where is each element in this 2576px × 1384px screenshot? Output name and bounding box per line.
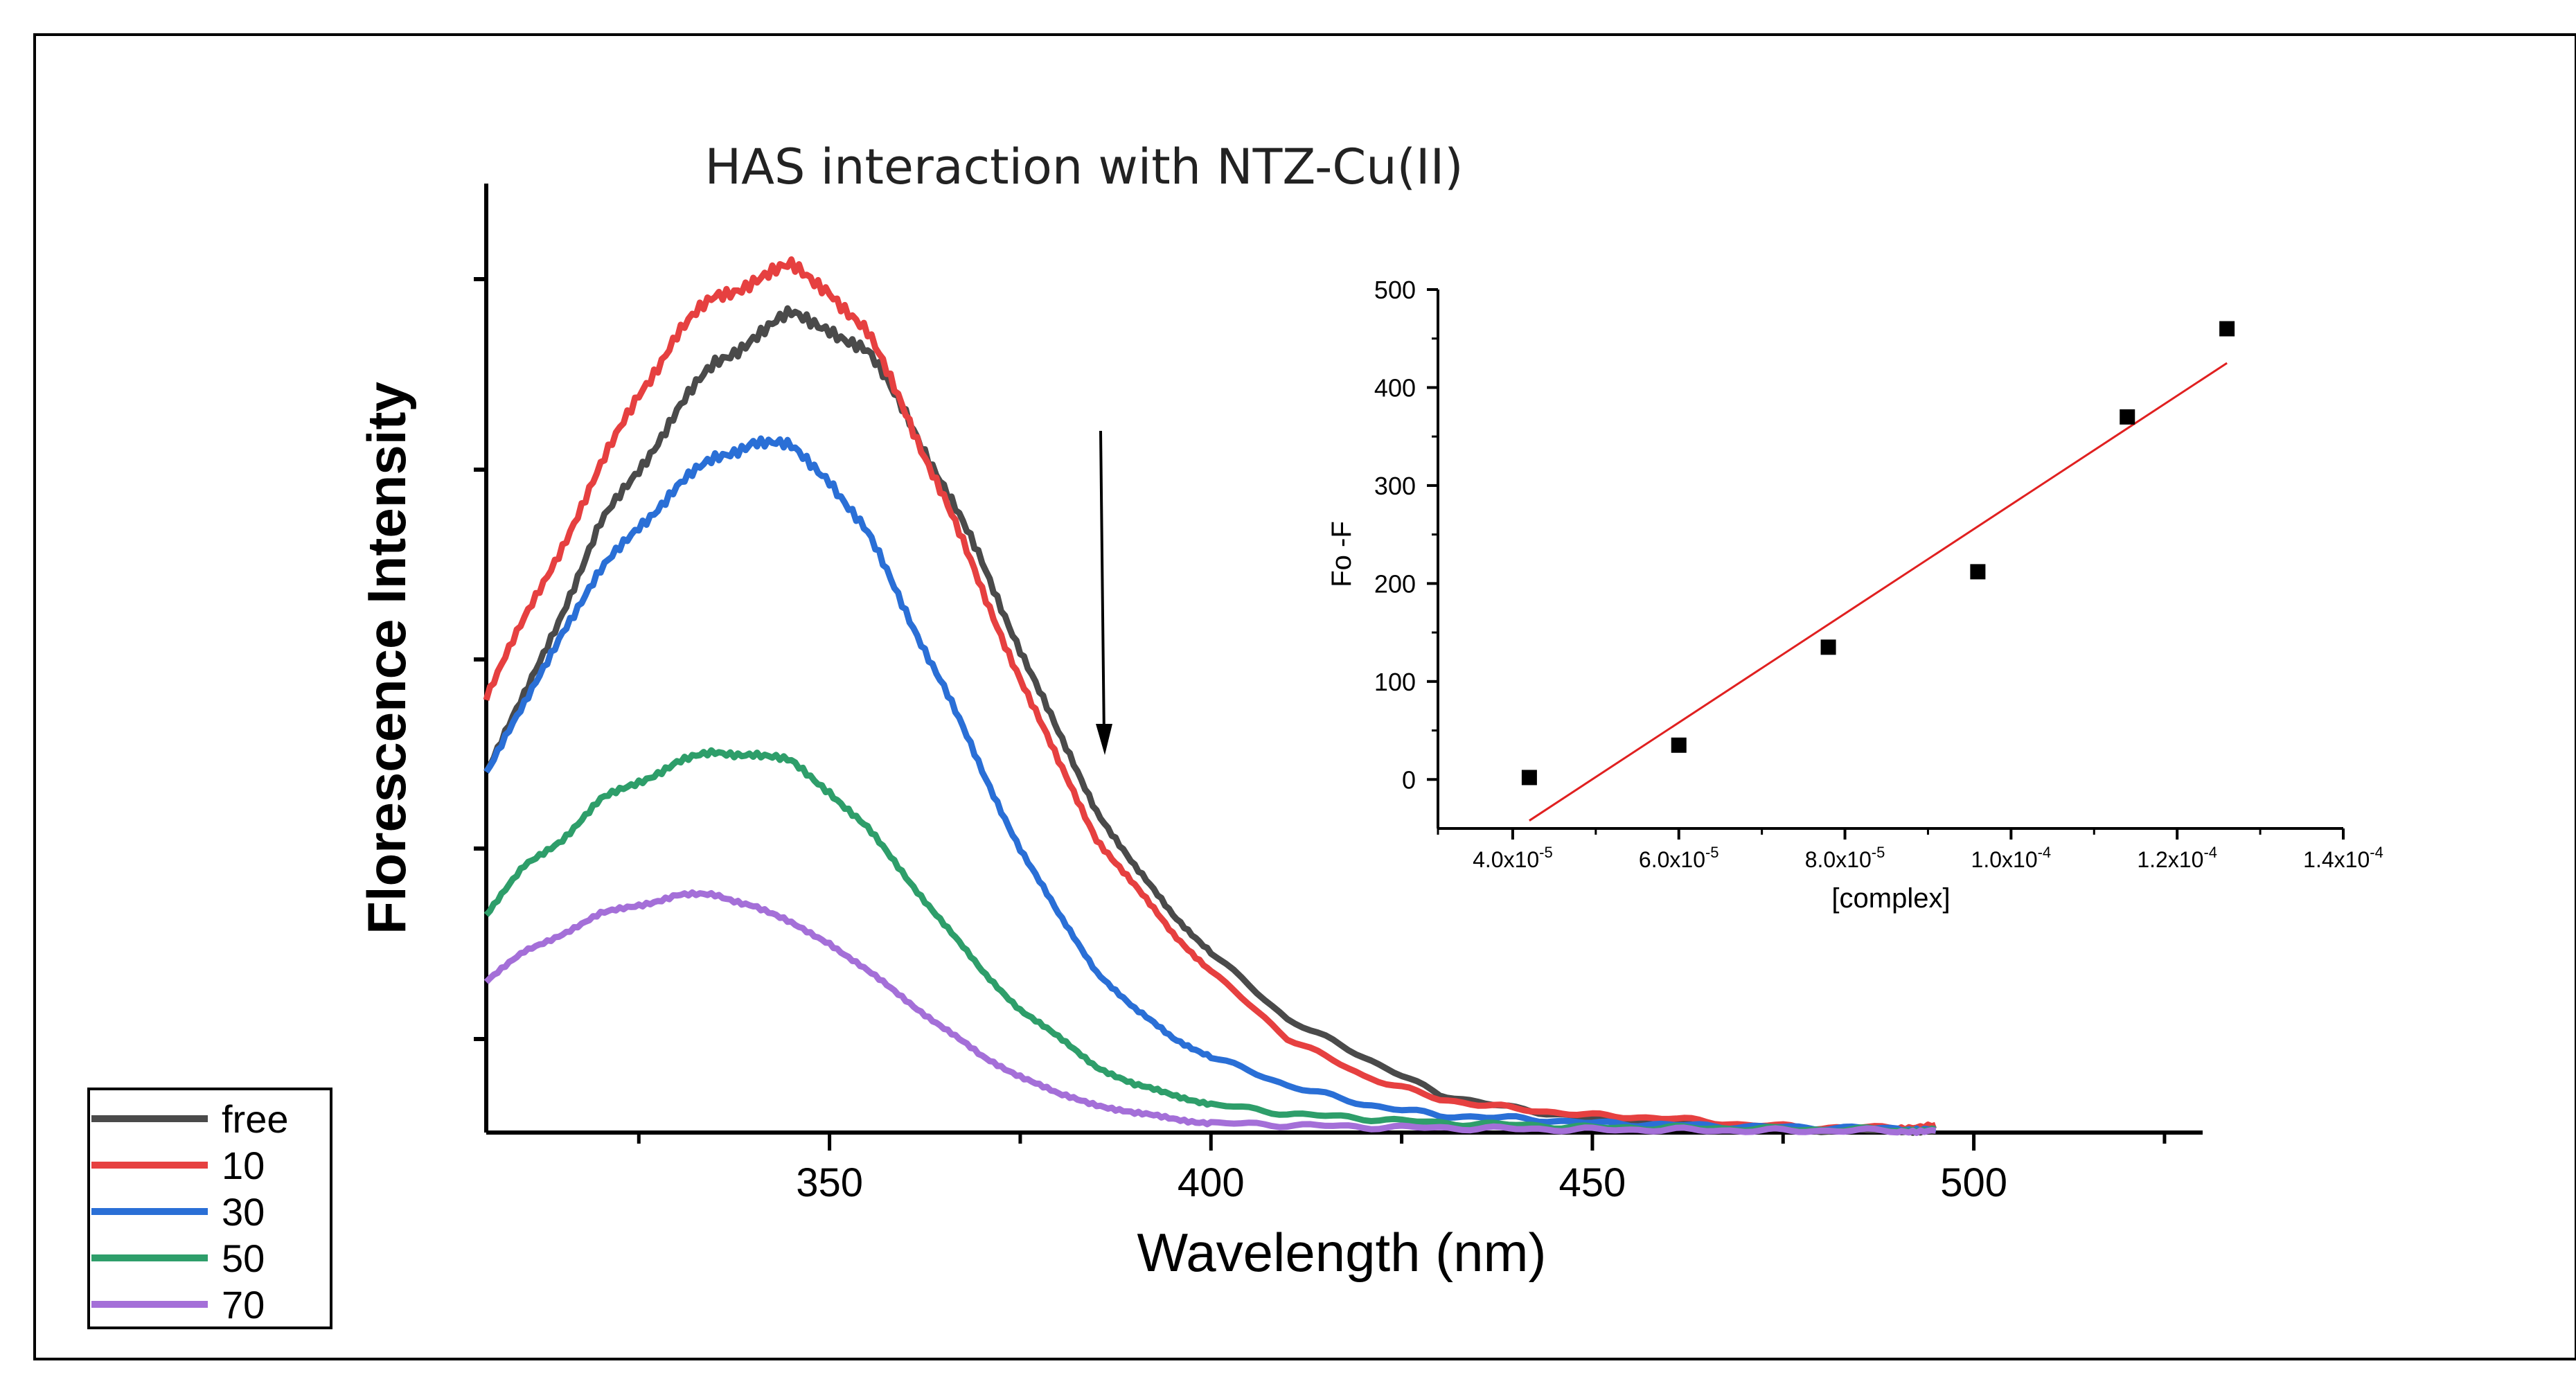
quenching-arrow (1096, 430, 1112, 755)
main-chart-axes: 350 400 450 500 (474, 184, 2203, 1205)
main-x-tick-label: 450 (1559, 1160, 1626, 1205)
inset-y-tick-label: 500 (1374, 276, 1416, 304)
series-line-70 (483, 889, 1937, 1136)
series-line-10 (483, 256, 1937, 1133)
inset-data-point (1970, 564, 1986, 580)
inset-data-point (1820, 639, 1836, 655)
inset-x-tick-label: 8.0x10-5 (1805, 844, 1885, 872)
inset-x-tick-label: 1.2x10-4 (2137, 844, 2217, 872)
inset-chart: 0 100 200 300 400 500 4.0x10-5 6.0x10-5 8.0x10-… (1326, 276, 2383, 914)
inset-x-tick-label: 6.0x10-5 (1639, 844, 1719, 872)
inset-y-ticks: 0 100 200 300 400 500 (1374, 276, 1438, 794)
legend-label-50: 50 (222, 1236, 265, 1280)
inset-y-axis-label: Fo -F (1326, 521, 1357, 587)
main-x-axis-label: Wavelength (nm) (1137, 1222, 1547, 1283)
figure-frame (33, 33, 2576, 1360)
inset-x-ticks: 4.0x10-5 6.0x10-5 8.0x10-5 1.0x10-4 1.2x10-4… (1437, 828, 2383, 872)
inset-x-tick-label: 4.0x10-5 (1473, 844, 1553, 872)
legend-label-10: 10 (222, 1144, 265, 1187)
inset-data-point (2219, 321, 2235, 337)
series-line-50 (483, 747, 1937, 1135)
main-x-ticks: 350 400 450 500 (637, 1133, 2167, 1205)
inset-data-point (1671, 737, 1687, 753)
inset-y-tick-label: 200 (1374, 569, 1416, 598)
inset-y-tick-label: 300 (1374, 472, 1416, 500)
main-x-tick-label: 500 (1940, 1160, 2007, 1205)
inset-fit-line (1529, 362, 2228, 822)
main-x-tick-label: 350 (796, 1160, 863, 1205)
quenching-arrow-shaft (1099, 430, 1105, 738)
main-chart-title: HAS interaction with NTZ-Cu(II) (704, 139, 1463, 195)
legend-label-70: 70 (222, 1283, 265, 1327)
main-y-ticks (474, 277, 486, 1041)
series-line-30 (483, 435, 1937, 1135)
inset-data-point (1521, 770, 1537, 786)
legend-label-free: free (222, 1097, 289, 1141)
inset-data-point (2120, 409, 2135, 425)
inset-x-tick-label: 1.4x10-4 (2303, 844, 2383, 872)
inset-y-tick-label: 400 (1374, 373, 1416, 402)
main-x-tick-label: 400 (1178, 1160, 1245, 1205)
quenching-arrow-head (1096, 724, 1112, 755)
main-series-group (483, 256, 1937, 1136)
series-line-free (483, 305, 1937, 1136)
inset-points (1521, 321, 2235, 786)
main-y-axis-label: Florescence Intensity (356, 382, 417, 934)
inset-x-tick-label: 1.0x10-4 (1971, 844, 2052, 872)
inset-y-tick-label: 100 (1374, 668, 1416, 696)
legend-label-30: 30 (222, 1190, 265, 1234)
inset-x-axis-label: [complex] (1831, 883, 1950, 914)
inset-y-tick-label: 0 (1402, 765, 1416, 794)
